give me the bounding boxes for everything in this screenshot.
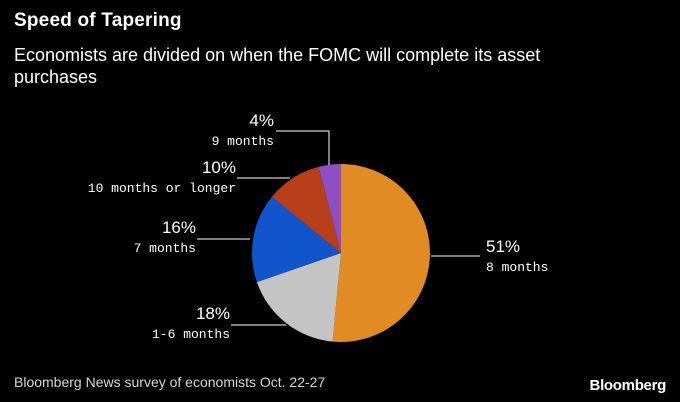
- slice-label-1-6-months: 1-6 months: [152, 327, 230, 342]
- slice-label-10-months-or-longer: 10 months or longer: [88, 181, 236, 196]
- slice-label-8-months: 8 months: [486, 260, 548, 275]
- pie-slice-7-months: [251, 196, 341, 283]
- chart-subtitle: Economists are divided on when the FOMC …: [14, 45, 541, 87]
- pie-slice-1-6-months: [256, 253, 341, 342]
- leader-line-9-months: [276, 130, 330, 165]
- pie-labels: 51% 8 months 18% 1-6 months 16% 7 months 10% 10…: [88, 111, 549, 342]
- pie-slices: [251, 164, 430, 342]
- slice-value-7-months: 16%: [162, 218, 196, 237]
- pie-slice-10-months-or-longer: [271, 166, 341, 253]
- slice-value-9-months: 4%: [249, 111, 274, 130]
- slice-label-9-months: 9 months: [212, 134, 274, 149]
- pie-slice-9-months: [318, 164, 341, 253]
- slice-value-1-6-months: 18%: [196, 304, 230, 323]
- bloomberg-logo: Bloomberg: [589, 377, 667, 394]
- slice-value-8-months: 51%: [486, 237, 520, 256]
- pie-slice-8-months: [332, 164, 430, 342]
- chart-title: Speed of Tapering: [14, 10, 182, 31]
- slice-label-7-months: 7 months: [134, 241, 196, 256]
- slice-value-10-months-or-longer: 10%: [202, 158, 236, 177]
- source-note: Bloomberg News survey of economists Oct.…: [14, 374, 326, 390]
